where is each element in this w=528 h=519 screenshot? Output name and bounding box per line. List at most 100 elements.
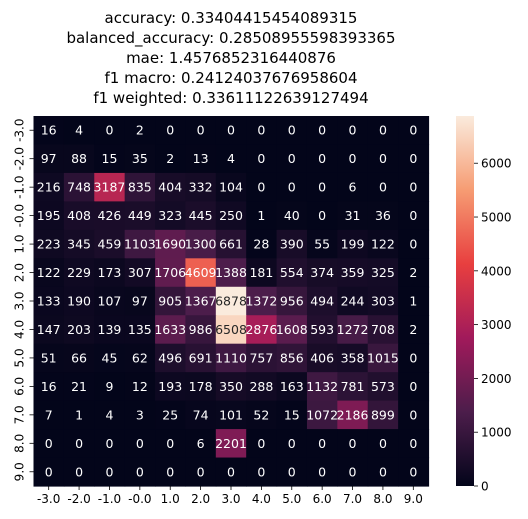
cell-value-label: 404 bbox=[158, 180, 182, 195]
cell-value-label: 28 bbox=[253, 237, 269, 252]
cell-value-label: 0 bbox=[288, 464, 296, 479]
x-tick-label: -1.0 bbox=[98, 492, 121, 506]
cell-value-label: 133 bbox=[37, 294, 61, 309]
cell-value-label: 229 bbox=[67, 265, 91, 280]
cell-value-label: 3 bbox=[136, 407, 144, 422]
cell-value-label: 708 bbox=[371, 322, 395, 337]
cell-value-label: 781 bbox=[341, 379, 365, 394]
cell-value-label: 147 bbox=[37, 322, 61, 337]
cell-value-label: 15 bbox=[284, 407, 300, 422]
cell-value-label: 4 bbox=[105, 407, 113, 422]
cell-value-label: 45 bbox=[102, 350, 118, 365]
cell-value-label: 1608 bbox=[276, 322, 308, 337]
x-tick-label: 3.0 bbox=[221, 492, 240, 506]
x-tick-label: -0.0 bbox=[128, 492, 151, 506]
cell-value-label: 0 bbox=[379, 123, 387, 138]
cell-value-label: 2 bbox=[409, 322, 417, 337]
cell-value-label: 0 bbox=[257, 464, 265, 479]
cell-value-label: 0 bbox=[288, 436, 296, 451]
x-tick-label: 5.0 bbox=[282, 492, 301, 506]
y-tick-label: 3.0 bbox=[13, 291, 27, 310]
cell-value-label: 0 bbox=[318, 123, 326, 138]
cell-value-label: 0 bbox=[105, 123, 113, 138]
cell-value-label: 496 bbox=[158, 350, 182, 365]
cell-value-label: 1132 bbox=[306, 379, 338, 394]
title-line: balanced_accuracy: 0.28508955598393365 bbox=[66, 29, 395, 48]
cell-value-label: 0 bbox=[409, 407, 417, 422]
cell-value-label: 374 bbox=[310, 265, 334, 280]
y-tick-label: 1.0 bbox=[13, 235, 27, 254]
cell-value-label: 7 bbox=[45, 407, 53, 422]
colorbar-tick-label: 3000 bbox=[481, 318, 512, 332]
cell-value-label: 250 bbox=[219, 208, 243, 223]
y-tick-label: 2.0 bbox=[13, 263, 27, 282]
cell-value-label: 0 bbox=[197, 464, 205, 479]
cell-value-label: 0 bbox=[105, 464, 113, 479]
cell-value-label: 25 bbox=[162, 407, 178, 422]
cell-value-label: 1706 bbox=[154, 265, 186, 280]
cell-value-label: 15 bbox=[102, 151, 118, 166]
cell-value-label: 190 bbox=[67, 294, 91, 309]
cell-value-label: 203 bbox=[67, 322, 91, 337]
cell-value-label: 956 bbox=[280, 294, 304, 309]
cell-value-label: 0 bbox=[257, 436, 265, 451]
cell-value-label: 0 bbox=[257, 123, 265, 138]
colorbar-tick-label: 4000 bbox=[481, 264, 512, 278]
cell-value-label: 66 bbox=[71, 350, 87, 365]
cell-value-label: 1 bbox=[409, 294, 417, 309]
cell-value-label: 74 bbox=[193, 407, 209, 422]
cell-value-label: 0 bbox=[349, 436, 357, 451]
x-tick-label: 8.0 bbox=[373, 492, 392, 506]
x-axis-ticks: -3.0 -2.0 -1.0 -0.0 1.0 2.0 3.0 4.0 5.0 6.0 7.0 8.0… bbox=[37, 486, 423, 506]
x-tick-label: -2.0 bbox=[67, 492, 90, 506]
colorbar-tick-label: 2000 bbox=[481, 372, 512, 386]
cell-value-label: 325 bbox=[371, 265, 395, 280]
cell-value-label: 6878 bbox=[215, 294, 247, 309]
cell-value-label: 449 bbox=[128, 208, 152, 223]
x-tick-label: 9.0 bbox=[404, 492, 423, 506]
title-line: f1 macro: 0.24124037676958604 bbox=[104, 69, 357, 87]
cell-value-label: 1272 bbox=[337, 322, 369, 337]
cell-value-label: 986 bbox=[189, 322, 213, 337]
cell-value-label: 0 bbox=[349, 123, 357, 138]
x-tick-label: 7.0 bbox=[343, 492, 362, 506]
cell-value-label: 691 bbox=[189, 350, 213, 365]
cell-value-label: 0 bbox=[227, 123, 235, 138]
cell-value-label: 905 bbox=[158, 294, 182, 309]
cell-value-label: 0 bbox=[288, 151, 296, 166]
cell-value-label: 36 bbox=[375, 208, 391, 223]
x-tick-label: -3.0 bbox=[37, 492, 60, 506]
y-tick-label: 5.0 bbox=[13, 348, 27, 367]
cell-value-label: 1367 bbox=[185, 294, 217, 309]
cell-value-label: 445 bbox=[189, 208, 213, 223]
cell-value-label: 0 bbox=[409, 180, 417, 195]
cell-value-label: 0 bbox=[379, 464, 387, 479]
cell-value-label: 2 bbox=[136, 123, 144, 138]
cell-value-label: 303 bbox=[371, 294, 395, 309]
cell-value-label: 163 bbox=[280, 379, 304, 394]
cell-value-label: 6 bbox=[349, 180, 357, 195]
cell-value-label: 0 bbox=[409, 464, 417, 479]
cell-value-label: 1690 bbox=[154, 237, 186, 252]
cell-value-label: 1388 bbox=[215, 265, 247, 280]
cell-value-label: 307 bbox=[128, 265, 152, 280]
cell-value-label: 16 bbox=[41, 123, 57, 138]
cell-value-label: 16 bbox=[41, 379, 57, 394]
x-tick-label: 6.0 bbox=[313, 492, 332, 506]
colorbar-tick-label: 6000 bbox=[481, 157, 512, 171]
cell-value-label: 1 bbox=[257, 208, 265, 223]
cell-value-label: 345 bbox=[67, 237, 91, 252]
cell-value-label: 35 bbox=[132, 151, 148, 166]
cell-value-label: 406 bbox=[310, 350, 334, 365]
cell-value-label: 0 bbox=[318, 208, 326, 223]
cell-value-label: 9 bbox=[105, 379, 113, 394]
cell-value-label: 101 bbox=[219, 407, 243, 422]
cell-value-label: 0 bbox=[318, 151, 326, 166]
cell-value-label: 1 bbox=[75, 407, 83, 422]
title-line: f1 weighted: 0.33611122639127494 bbox=[93, 89, 368, 107]
cell-value-label: 661 bbox=[219, 237, 243, 252]
cell-value-label: 494 bbox=[310, 294, 334, 309]
cell-value-label: 1072 bbox=[306, 407, 338, 422]
cell-value-label: 1300 bbox=[185, 237, 217, 252]
